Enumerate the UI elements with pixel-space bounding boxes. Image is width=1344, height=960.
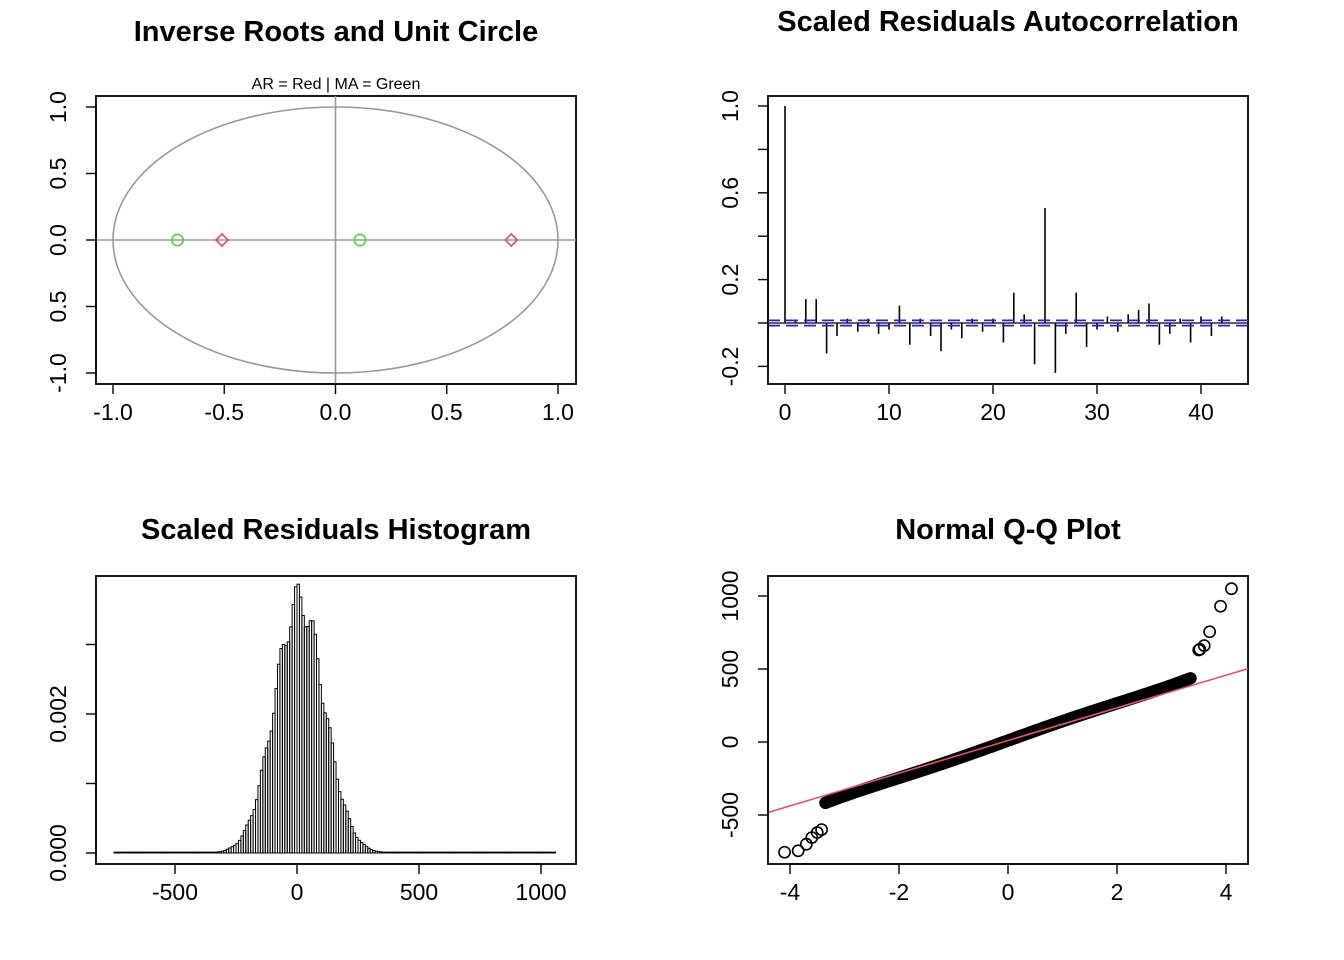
qq-point [778,845,791,859]
hist-x-tick-label: 500 [400,879,438,905]
roots-y-tick-label: -1.0 [45,353,71,393]
qq-point [1193,642,1207,656]
qq-x-tick-label: -2 [889,879,909,905]
roots-x-tick-label: 0.0 [320,399,352,425]
qq-point [1184,672,1197,685]
histogram-plot-area [113,583,557,854]
roots-title: Inverse Roots and Unit Circle [134,16,539,48]
qq-point [1203,625,1217,639]
ar-root-point [214,232,230,248]
roots-x-axis: -1.0 -0.5 0.0 0.5 1.0 [93,383,574,425]
roots-x-tick-label: 0.5 [431,399,463,425]
ma-root-point [353,233,367,247]
acf-x-tick-label: 20 [980,399,1006,425]
acf-x-tick-label: 0 [779,399,792,425]
qq-point [815,823,829,836]
roots-x-tick-label: -1.0 [93,399,133,425]
acf-y-tick-label: -0.2 [717,347,743,387]
qq-panel: Normal Q-Q Plot -4 -2 0 2 4 -500 0 500 1000 [717,514,1249,905]
qq-y-axis: -500 0 500 1000 [717,570,769,838]
roots-y-tick-label: 0.5 [45,291,71,323]
hist-x-tick-label: 0 [291,879,304,905]
roots-y-tick-label: 0.0 [45,224,71,256]
roots-y-axis: -1.0 0.5 0.0 0.5 1.0 [45,91,97,393]
qq-y-tick-label: 1000 [717,570,743,621]
ma-root-point [171,233,185,247]
roots-y-tick-label: 1.0 [45,91,71,123]
qq-x-tick-label: 4 [1220,879,1233,905]
qq-x-tick-label: 0 [1002,879,1015,905]
acf-x-tick-label: 40 [1188,399,1214,425]
hist-y-tick-label: 0.002 [45,685,71,743]
roots-x-tick-label: 1.0 [542,399,574,425]
qq-point [1197,639,1211,653]
histogram-panel: Scaled Residuals Histogram -500 0 500 1000 … [45,514,577,905]
roots-y-tick-label: 0.5 [45,158,71,190]
acf-y-tick-label: 0.6 [717,177,743,209]
ar-root-point [504,232,519,248]
histogram-x-axis: -500 0 500 1000 [152,863,567,905]
acf-panel: Scaled Residuals Autocorrelation 0 10 20 30… [717,6,1249,425]
acf-y-tick-label: 0.2 [717,264,743,296]
roots-panel: Inverse Roots and Unit Circle AR = Red |… [45,16,577,425]
acf-x-tick-label: 30 [1084,399,1110,425]
acf-x-tick-label: 10 [876,399,902,425]
qq-point [1225,582,1238,596]
qq-x-tick-label: -4 [780,879,801,905]
qq-y-tick-label: -500 [717,792,743,838]
qq-plot-area [767,582,1249,859]
acf-title: Scaled Residuals Autocorrelation [777,6,1238,38]
acf-y-axis: -0.2 0.2 0.6 1.0 [717,90,769,387]
roots-subtitle: AR = Red | MA = Green [252,76,421,93]
histogram-bar [552,851,557,854]
hist-y-tick-label: 0.000 [45,824,71,882]
qq-point [1214,599,1227,613]
acf-x-axis: 0 10 20 30 40 [779,383,1214,425]
hist-x-tick-label: 1000 [515,879,566,905]
roots-plot-area [96,96,576,384]
histogram-y-axis: 0.000 0.002 [45,643,97,882]
roots-x-tick-label: -0.5 [204,399,244,425]
qq-x-tick-label: 2 [1111,879,1124,905]
acf-y-tick-label: 1.0 [717,90,743,122]
acf-plot-area [768,106,1248,373]
qq-reference-line [767,667,1249,814]
qq-x-axis: -4 -2 0 2 4 [780,863,1233,905]
qq-y-tick-label: 0 [717,736,743,749]
qq-plot-frame [767,575,1249,865]
qq-point [791,844,805,858]
acf-plot-frame [767,95,1249,385]
qq-y-tick-label: 500 [717,650,743,688]
hist-x-tick-label: -500 [152,879,198,905]
histogram-title: Scaled Residuals Histogram [141,514,531,546]
qq-title: Normal Q-Q Plot [895,514,1121,546]
